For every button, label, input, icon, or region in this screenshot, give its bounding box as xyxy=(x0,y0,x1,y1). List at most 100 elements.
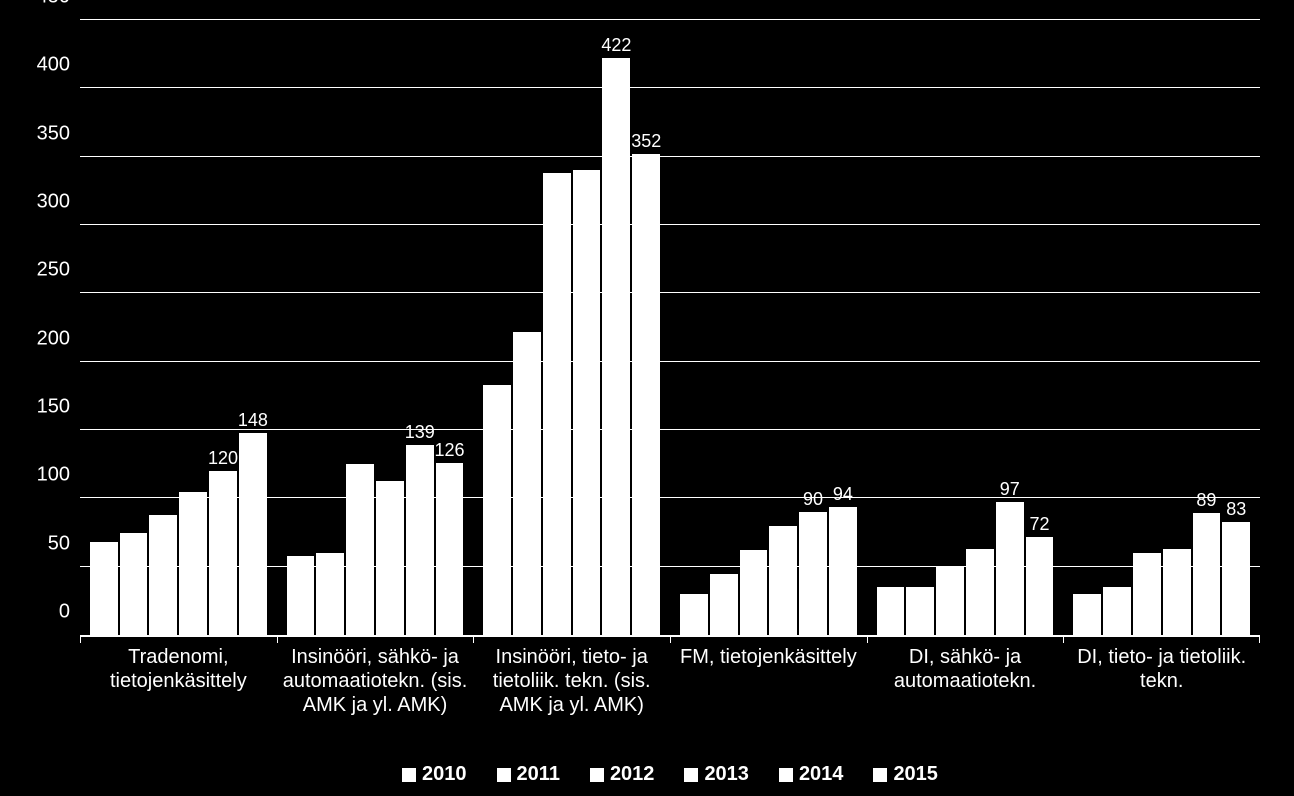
bar: 83 xyxy=(1222,522,1250,635)
bar: 120 xyxy=(209,471,237,635)
bar xyxy=(120,533,148,636)
bar xyxy=(769,526,797,635)
legend-label: 2010 xyxy=(422,763,467,786)
y-axis-label: 150 xyxy=(37,396,80,419)
y-axis-label: 50 xyxy=(48,532,80,555)
bar-group: 8983 xyxy=(1063,20,1260,635)
axis-tick xyxy=(277,635,278,643)
gridline xyxy=(80,566,1260,567)
y-axis-label: 350 xyxy=(37,122,80,145)
bar-group: 422352 xyxy=(473,20,670,635)
bar-value-label: 126 xyxy=(435,440,465,461)
bar-value-label: 94 xyxy=(833,484,853,505)
gridline xyxy=(80,224,1260,225)
bars-row: 139126 xyxy=(287,20,464,635)
x-axis-category-label: DI, tieto- ja tietoliik. tekn. xyxy=(1063,645,1260,717)
bar xyxy=(680,594,708,635)
x-axis-category-label: Insinööri, tieto- ja tietoliik. tekn. (s… xyxy=(473,645,670,717)
legend-swatch xyxy=(590,768,604,782)
bar-groups: 120148139126422352909497728983 xyxy=(80,20,1260,635)
legend-label: 2013 xyxy=(704,763,749,786)
gridline xyxy=(80,87,1260,88)
bar: 90 xyxy=(799,512,827,635)
bar xyxy=(740,550,768,635)
bars-row: 9772 xyxy=(877,20,1054,635)
legend-item: 2015 xyxy=(873,763,938,786)
y-axis-label: 400 xyxy=(37,54,80,77)
bar xyxy=(877,587,905,635)
bar xyxy=(906,587,934,635)
bar: 72 xyxy=(1026,537,1054,635)
y-axis-label: 200 xyxy=(37,327,80,350)
bar xyxy=(710,574,738,636)
axis-tick xyxy=(1259,635,1260,643)
axis-tick xyxy=(670,635,671,643)
legend-label: 2011 xyxy=(517,763,560,786)
axis-tick xyxy=(1063,635,1064,643)
bar xyxy=(936,567,964,635)
bar xyxy=(90,542,118,635)
legend-swatch xyxy=(402,768,416,782)
bars-row: 120148 xyxy=(90,20,267,635)
gridline xyxy=(80,429,1260,430)
bar: 352 xyxy=(632,154,660,635)
bar-group: 139126 xyxy=(277,20,474,635)
bar-value-label: 120 xyxy=(208,448,238,469)
legend-swatch xyxy=(497,768,511,782)
bar-value-label: 83 xyxy=(1226,499,1246,520)
y-axis-label: 450 xyxy=(37,0,80,9)
legend: 201020112012201320142015 xyxy=(80,763,1260,786)
legend-swatch xyxy=(779,768,793,782)
y-axis-label: 250 xyxy=(37,259,80,282)
bar xyxy=(287,556,315,635)
legend-swatch xyxy=(684,768,698,782)
x-axis-category-label: DI, sähkö- ja automaatiotekn. xyxy=(867,645,1064,717)
bar-group: 9094 xyxy=(670,20,867,635)
gridline xyxy=(80,156,1260,157)
bar-value-label: 90 xyxy=(803,489,823,510)
bar: 148 xyxy=(239,433,267,635)
legend-label: 2015 xyxy=(893,763,938,786)
legend-item: 2011 xyxy=(497,763,560,786)
gridline xyxy=(80,292,1260,293)
y-axis-label: 100 xyxy=(37,464,80,487)
bar-group: 9772 xyxy=(867,20,1064,635)
bar-value-label: 422 xyxy=(601,35,631,56)
bar xyxy=(346,464,374,635)
bar xyxy=(1163,549,1191,635)
bar xyxy=(149,515,177,635)
bar-group: 120148 xyxy=(80,20,277,635)
x-axis-category-label: Insinööri, sähkö- ja automaatiotekn. (si… xyxy=(277,645,474,717)
chart-container: 120148139126422352909497728983 050100150… xyxy=(0,0,1294,796)
legend-item: 2013 xyxy=(684,763,749,786)
bars-row: 9094 xyxy=(680,20,857,635)
legend-swatch xyxy=(873,768,887,782)
bar-value-label: 148 xyxy=(238,410,268,431)
bars-row: 8983 xyxy=(1073,20,1250,635)
legend-item: 2014 xyxy=(779,763,844,786)
x-axis-category-label: Tradenomi, tietojenkäsittely xyxy=(80,645,277,717)
x-axis-labels: Tradenomi, tietojenkäsittelyInsinööri, s… xyxy=(80,645,1260,717)
bar xyxy=(1073,594,1101,635)
bar: 97 xyxy=(996,502,1024,635)
axis-tick xyxy=(867,635,868,643)
bar-value-label: 352 xyxy=(631,131,661,152)
bar xyxy=(1103,587,1131,635)
gridline xyxy=(80,497,1260,498)
bar xyxy=(376,481,404,635)
bar xyxy=(483,385,511,635)
legend-item: 2010 xyxy=(402,763,467,786)
gridline xyxy=(80,361,1260,362)
x-axis-category-label: FM, tietojenkäsittely xyxy=(670,645,867,717)
gridline xyxy=(80,19,1260,20)
bar xyxy=(513,332,541,635)
bar: 89 xyxy=(1193,513,1221,635)
bar: 422 xyxy=(602,58,630,635)
bar xyxy=(179,492,207,636)
plot-area: 120148139126422352909497728983 050100150… xyxy=(80,20,1260,637)
bar-value-label: 72 xyxy=(1030,514,1050,535)
bars-row: 422352 xyxy=(483,20,660,635)
axis-tick xyxy=(80,635,81,643)
bar: 94 xyxy=(829,507,857,635)
axis-tick xyxy=(473,635,474,643)
